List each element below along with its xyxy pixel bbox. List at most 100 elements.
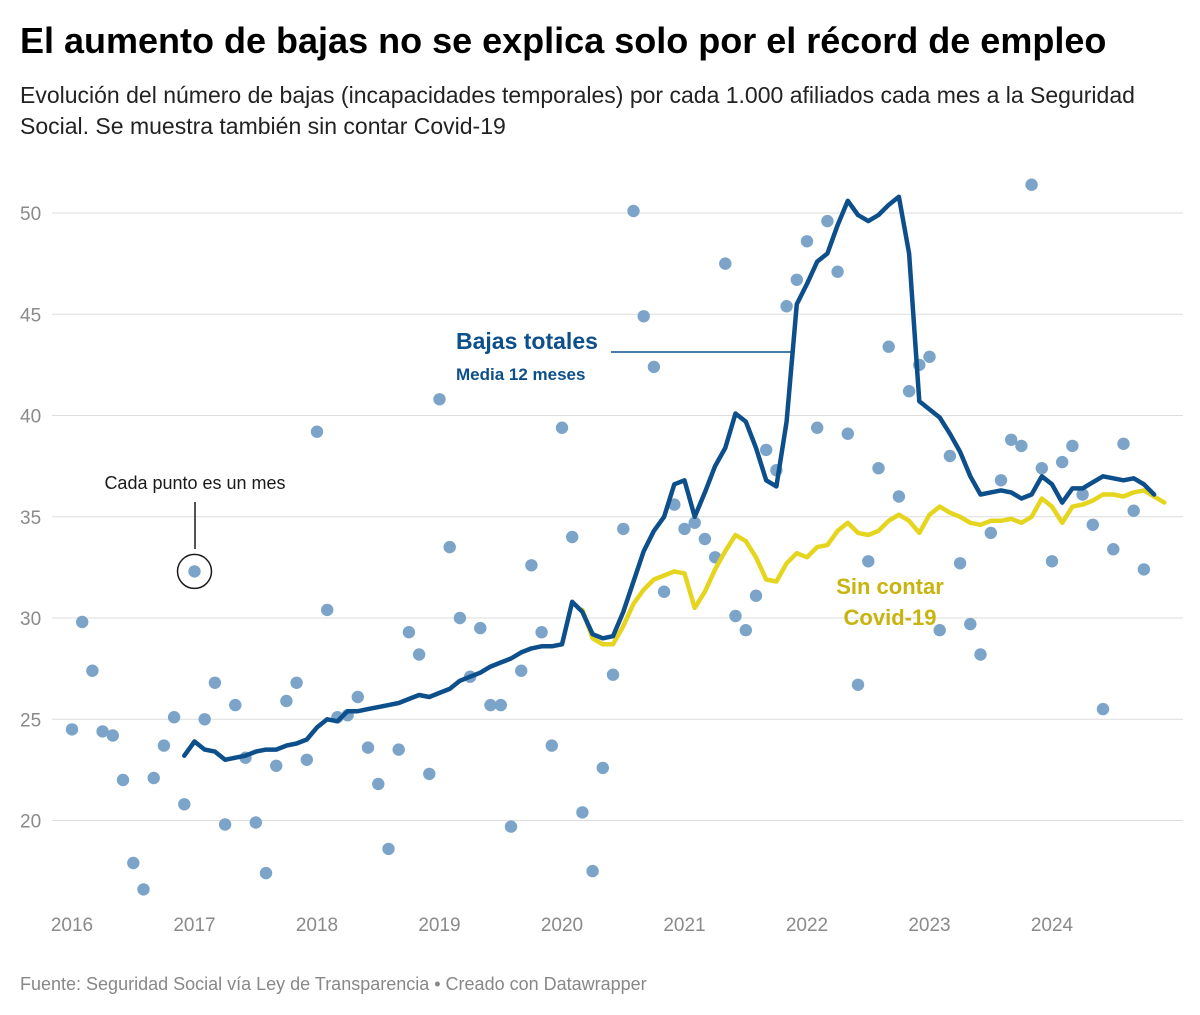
dot-2020-03 (576, 806, 589, 819)
dot-2020-07 (617, 522, 630, 536)
dot-2017-09 (270, 759, 283, 772)
dot-2016-09 (147, 771, 160, 785)
dot-2017-02 (198, 713, 211, 726)
dot-2017-12 (300, 753, 313, 766)
dot-2022-06 (851, 678, 865, 691)
x-tick-label-2020: 2020 (541, 915, 583, 936)
chart-footer: Fuente: Seguridad Social vía Ley de Tran… (20, 974, 647, 994)
grid-layer (52, 212, 1183, 821)
annotation-sin-covid-line1: Sin contar (836, 574, 944, 599)
dot-2018-09 (392, 743, 405, 756)
dot-2016-10 (157, 739, 171, 752)
dot-2016-06 (116, 773, 130, 787)
dot-2018-02 (321, 603, 334, 617)
dot-2021-12 (790, 273, 803, 286)
dot-2024-02 (1056, 455, 1069, 469)
dot-2024-01 (1045, 555, 1059, 568)
dot-2018-11 (412, 648, 426, 661)
dot-2020-04 (586, 864, 599, 878)
y-tick-label-25: 25 (20, 710, 41, 731)
dot-2018-10 (402, 626, 416, 639)
dot-2023-03 (943, 449, 957, 463)
dot-2016-11 (167, 711, 181, 724)
series-lines (182, 194, 1167, 763)
dot-2020-10 (647, 360, 661, 374)
dot-2024-06 (1096, 702, 1110, 716)
y-tick-label-50: 50 (20, 204, 41, 225)
dot-2018-01 (310, 425, 324, 438)
x-tick-label-2017: 2017 (173, 915, 215, 936)
y-tick-label-30: 30 (20, 609, 41, 630)
x-tick-label-2019: 2019 (418, 915, 460, 936)
annotation-total-subtitle: Media 12 meses (456, 365, 585, 384)
dot-2019-02 (443, 540, 456, 554)
dot-2017-03 (208, 676, 222, 689)
annotation-sin-covid-line2: Covid-19 (844, 605, 937, 630)
dot-2019-07 (494, 698, 507, 712)
dot-2023-01 (923, 350, 936, 363)
y-axis-ticks: 20 25 30 35 40 45 50 (20, 204, 41, 833)
chart-subtitle: Evolución del número de bajas (incapacid… (20, 82, 1135, 139)
dot-2021-01 (678, 522, 691, 536)
dot-2020-11 (657, 585, 671, 598)
dot-2021-09 (760, 443, 773, 457)
dot-2019-05 (474, 621, 487, 635)
x-tick-label-2023: 2023 (908, 915, 950, 936)
dot-2016-05 (106, 729, 120, 742)
dot-2022-04 (831, 265, 844, 278)
dot-2023-11 (1025, 178, 1038, 191)
dot-2017-04 (218, 818, 232, 831)
dot-2022-02 (811, 421, 824, 434)
dot-2024-03 (1066, 439, 1079, 453)
dot-2024-05 (1086, 518, 1100, 531)
dot-2019-10 (525, 559, 538, 572)
y-tick-label-45: 45 (20, 305, 41, 326)
dot-2022-01 (800, 235, 814, 248)
dot-2023-02 (933, 624, 946, 637)
dot-2018-06 (361, 741, 375, 754)
dot-2020-09 (637, 310, 650, 323)
x-tick-label-2024: 2024 (1031, 915, 1074, 936)
dot-2019-11 (535, 626, 548, 639)
dot-2016-03 (86, 664, 99, 677)
annotations: Bajas totales Media 12 meses Sin contar … (104, 328, 944, 630)
dot-2023-07 (984, 526, 997, 540)
dot-2020-08 (627, 204, 640, 218)
dot-2020-01 (555, 421, 569, 434)
dot-2023-09 (1005, 433, 1018, 446)
dot-2023-04 (953, 557, 967, 570)
dot-2018-08 (382, 842, 395, 856)
dot-2021-05 (719, 257, 732, 270)
dot-2022-11 (902, 385, 916, 398)
dot-2017-07 (249, 816, 262, 829)
chart-title: El aumento de bajas no se explica solo p… (20, 20, 1107, 61)
x-tick-label-2021: 2021 (663, 915, 705, 936)
dot-2016-12 (178, 798, 191, 811)
dot-2023-10 (1015, 439, 1028, 453)
dot-2023-12 (1035, 462, 1049, 475)
dot-2021-07 (739, 624, 752, 637)
dot-2021-11 (780, 300, 793, 313)
dot-2016-02 (76, 615, 89, 629)
dot-2021-02 (688, 516, 701, 529)
x-tick-label-2022: 2022 (786, 915, 828, 936)
dot-2022-05 (841, 427, 854, 440)
y-tick-label-35: 35 (20, 508, 41, 529)
dot-2020-06 (606, 668, 620, 681)
dot-2024-09 (1127, 504, 1140, 517)
dot-2022-08 (872, 462, 885, 475)
dot-2023-08 (994, 474, 1008, 487)
dot-2019-06 (484, 698, 497, 712)
dot-2021-03 (698, 532, 712, 546)
dot-2018-12 (423, 767, 436, 781)
monthly-dots (65, 178, 1151, 896)
dot-2022-09 (882, 340, 895, 353)
x-tick-label-2016: 2016 (51, 915, 93, 936)
dot-2016-01 (65, 723, 79, 736)
dot-2019-09 (515, 664, 528, 677)
dot-2019-12 (545, 739, 558, 752)
dot-2020-02 (566, 530, 579, 544)
dot-2017-08 (259, 866, 273, 880)
